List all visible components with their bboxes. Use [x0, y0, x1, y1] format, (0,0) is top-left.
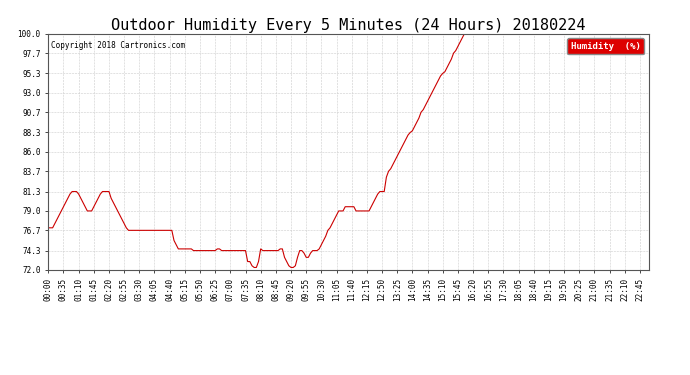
Title: Outdoor Humidity Every 5 Minutes (24 Hours) 20180224: Outdoor Humidity Every 5 Minutes (24 Hou…	[111, 18, 586, 33]
Text: Copyright 2018 Cartronics.com: Copyright 2018 Cartronics.com	[51, 41, 186, 50]
Legend: Humidity  (%): Humidity (%)	[567, 38, 644, 54]
